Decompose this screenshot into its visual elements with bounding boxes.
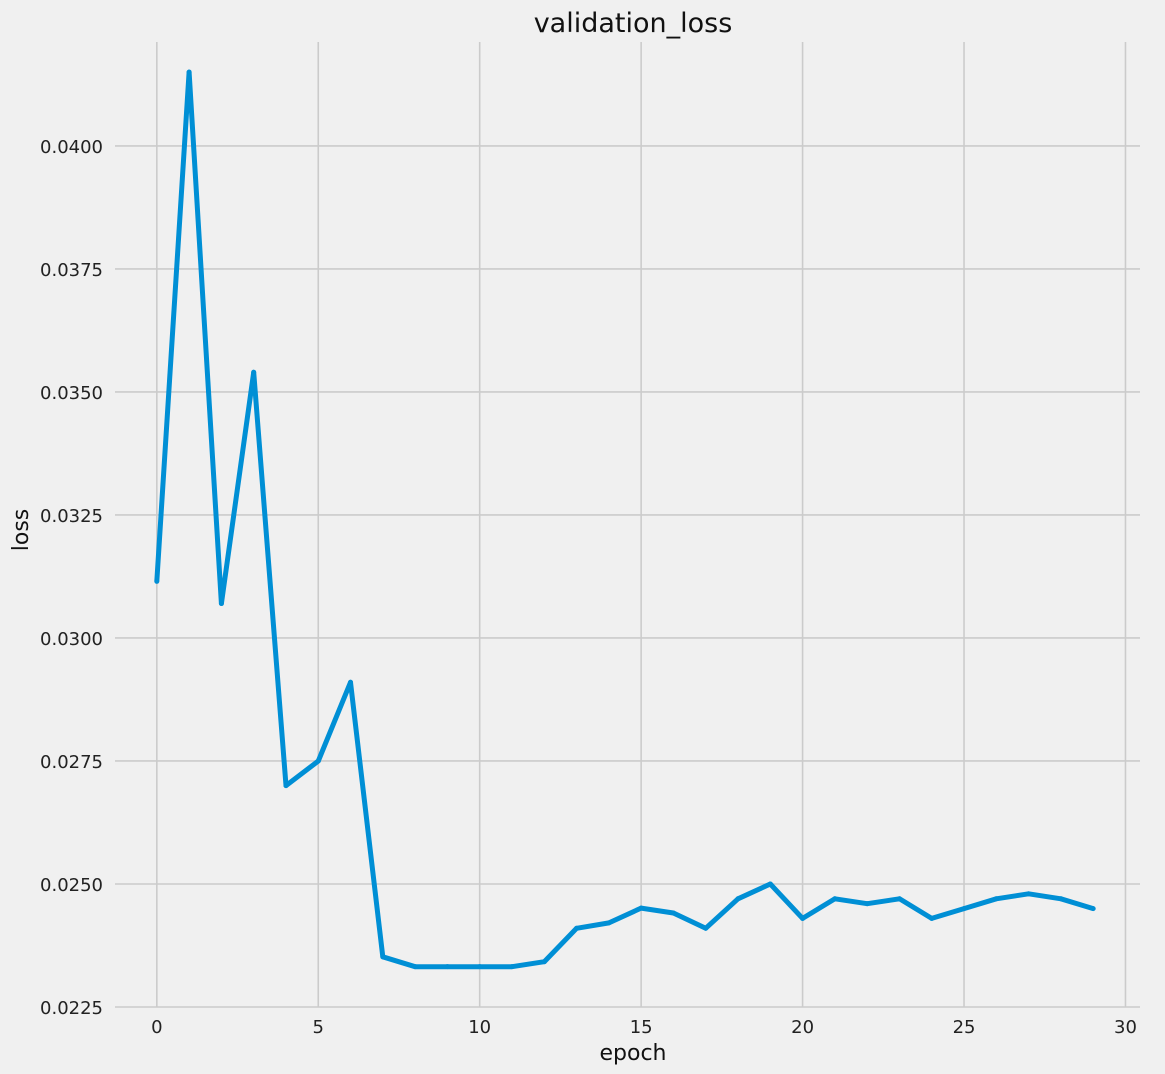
data-point [574,925,580,931]
data-point [444,964,450,970]
x-axis-label: epoch [600,1041,667,1066]
data-point [670,910,676,916]
data-point [509,964,515,970]
data-point [186,69,192,75]
data-point [961,906,967,912]
y-tick-label: 0.0350 [40,383,103,404]
x-tick-label: 25 [953,1017,976,1038]
x-tick-label: 0 [151,1017,162,1038]
x-tick-label: 20 [791,1017,814,1038]
data-point [477,964,483,970]
series-line [154,69,1094,970]
chart-title: validation_loss [534,8,733,39]
series-layer [154,69,1096,970]
data-point [412,964,418,970]
data-point [348,679,354,685]
x-tick-label: 30 [1114,1017,1137,1038]
data-point [929,915,935,921]
data-point [251,369,257,375]
data-point [315,758,321,764]
y-gridlines [115,145,1140,1008]
x-tick-label: 5 [313,1017,324,1038]
data-point [638,905,644,911]
data-point [541,959,547,965]
data-point [283,783,289,789]
y-tick-label: 0.0275 [40,752,103,773]
y-tick-label: 0.0325 [40,506,103,527]
data-point [1058,896,1064,902]
y-tick-label: 0.0375 [40,260,103,281]
y-tick-label: 0.0400 [40,137,103,158]
data-point [606,920,612,926]
data-point [767,881,773,887]
data-point [896,896,902,902]
x-tick-label: 15 [630,1017,653,1038]
data-point [1026,891,1032,897]
data-point [993,896,999,902]
data-point [154,578,160,584]
x-tick-labels: 0 5 10 15 20 25 30 [151,1017,1137,1038]
data-point [864,901,870,907]
x-tick-label: 10 [468,1017,491,1038]
y-tick-label: 0.0250 [40,875,103,896]
data-point [1090,906,1096,912]
data-point [735,896,741,902]
x-gridlines [156,42,1127,1007]
data-point [380,954,386,960]
y-axis-label: loss [9,509,34,552]
data-point [800,915,806,921]
y-tick-label: 0.0300 [40,629,103,650]
data-point [703,925,709,931]
y-tick-label: 0.0225 [40,998,103,1019]
data-point [218,601,224,607]
y-tick-labels: 0.0225 0.0250 0.0275 0.0300 0.0325 0.0350 0.03… [40,137,103,1019]
data-point [832,896,838,902]
